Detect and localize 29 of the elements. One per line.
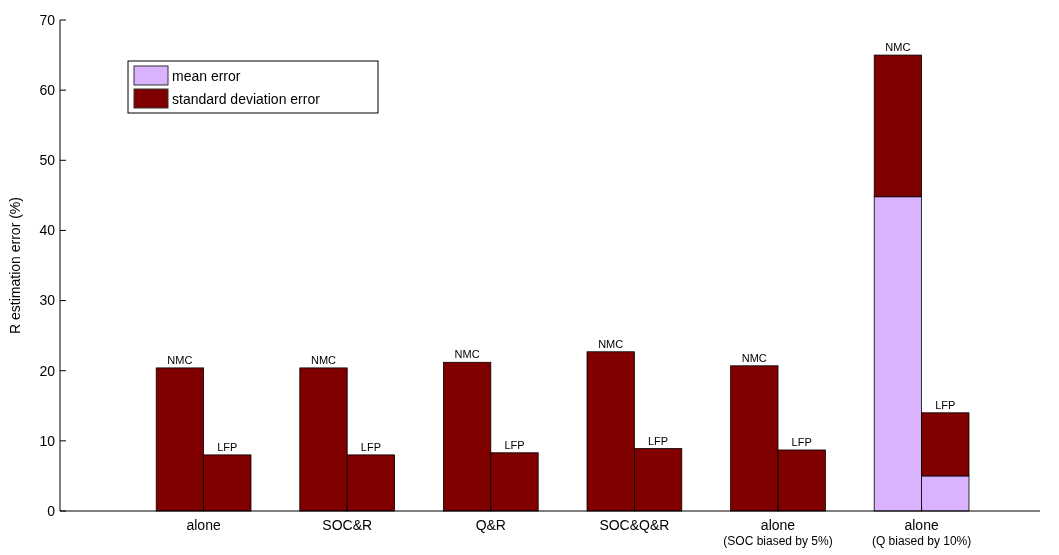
text: alone [186, 517, 221, 533]
x-tick-label: LFP [217, 440, 238, 453]
text: alone (Q biased by 10%) [871, 517, 972, 548]
x-tick-label: LFP [504, 438, 525, 451]
x-tick-label: LFP [360, 440, 381, 453]
y-tick-label: 10 [39, 432, 56, 449]
x-tick-label: LFP [935, 398, 956, 411]
x-tick-label: NMC [598, 337, 624, 350]
y-tick-label: 0 [47, 502, 56, 519]
y-tick-label: 60 [39, 82, 56, 99]
legend-label: standard deviation error [172, 90, 321, 107]
x-tick-label: NMC [167, 353, 193, 366]
x-tick-label: NMC [741, 351, 767, 364]
text: alone (SOC biased by 5%) [723, 517, 833, 548]
text: SOC&Q&R [599, 517, 670, 533]
text: Q&R [475, 517, 506, 533]
x-tick-label: NMC [885, 41, 911, 54]
x-tick-label: LFP [791, 435, 812, 448]
y-tick-label: 30 [39, 292, 56, 309]
x-tick-label: NMC [310, 353, 337, 366]
y-tick-label: 40 [39, 222, 56, 239]
y-axis-title: R estimation error (%) [7, 197, 23, 334]
y-tick-label: 50 [39, 152, 56, 169]
legend-label: mean error [172, 67, 241, 84]
y-tick-label: 70 [39, 11, 56, 28]
x-tick-label: LFP [648, 434, 669, 447]
y-tick-label: 20 [39, 362, 56, 379]
x-tick-label: NMC [454, 348, 480, 361]
text: SOC&R [322, 517, 373, 533]
